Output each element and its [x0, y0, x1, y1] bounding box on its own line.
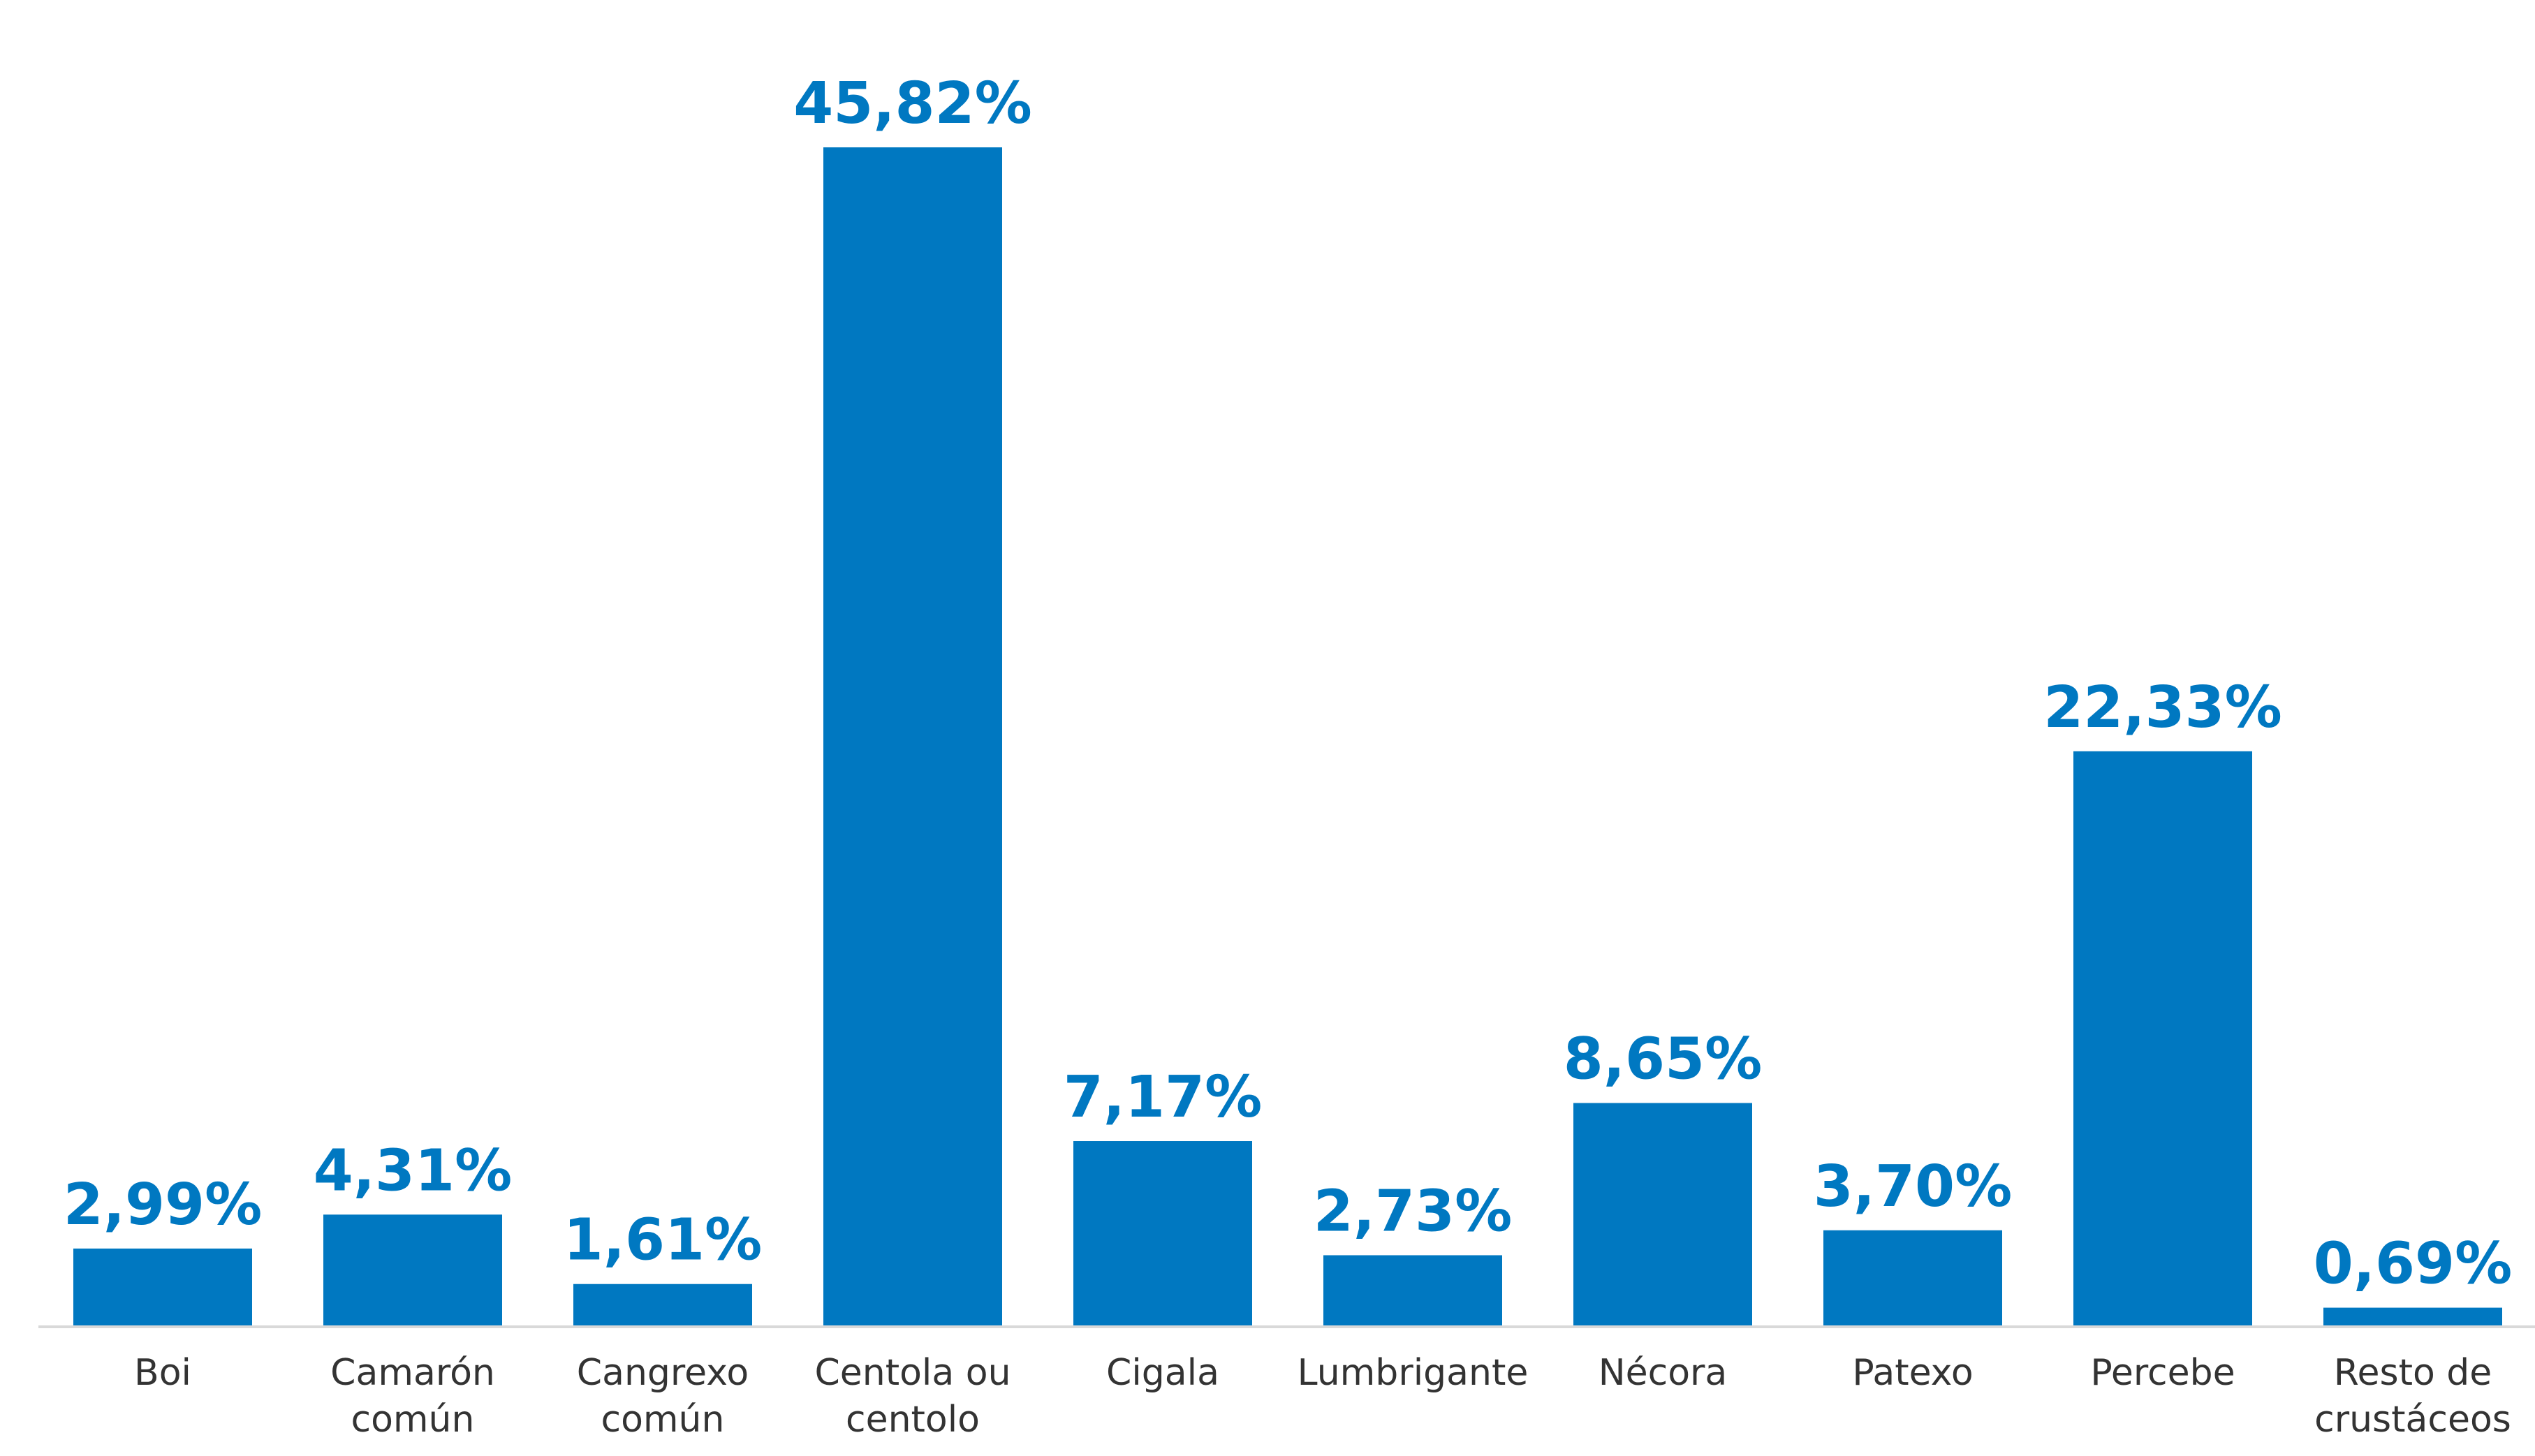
category-labels-layer: Boi Camarón común Cangrexo común Centola ou ce…: [134, 1352, 2511, 1441]
category-label-line: Camarón: [330, 1352, 495, 1394]
category-label-line: Patexo: [1852, 1352, 1973, 1394]
category-label-line: crustáceos: [2314, 1399, 2511, 1441]
category-label-line: centolo: [846, 1399, 980, 1441]
value-labels-layer: 2,99% 4,31% 1,61% 45,82% 7,17% 2,73% 8,65% 3,70…: [64, 71, 2512, 1297]
value-label-8: 22,33%: [2043, 675, 2282, 741]
value-label-6: 8,65%: [1564, 1027, 1762, 1093]
category-label-line: Cigala: [1106, 1352, 1219, 1394]
value-label-7: 3,70%: [1814, 1154, 2012, 1220]
value-label-0: 2,99%: [64, 1172, 262, 1238]
category-label-2: Cangrexo común: [577, 1352, 749, 1441]
category-label-6: Nécora: [1599, 1352, 1728, 1394]
value-label-3: 45,82%: [793, 71, 1032, 137]
bar-1: [323, 1214, 502, 1325]
bar-7: [1823, 1230, 2002, 1325]
bar-3: [823, 147, 1002, 1325]
value-label-1: 4,31%: [314, 1138, 512, 1204]
category-label-line: Boi: [134, 1352, 191, 1394]
category-label-7: Patexo: [1852, 1352, 1973, 1394]
category-label-0: Boi: [134, 1352, 191, 1394]
value-label-5: 2,73%: [1314, 1178, 1512, 1244]
bar-2: [573, 1284, 752, 1325]
category-label-9: Resto de crustáceos: [2314, 1352, 2511, 1441]
category-label-line: Percebe: [2090, 1352, 2235, 1394]
category-label-line: Lumbrigante: [1298, 1352, 1529, 1394]
bar-8: [2073, 751, 2252, 1325]
category-label-line: Resto de: [2334, 1352, 2492, 1394]
category-label-line: común: [351, 1399, 475, 1441]
bars-layer: [73, 147, 2502, 1325]
category-label-line: común: [601, 1399, 725, 1441]
category-label-4: Cigala: [1106, 1352, 1219, 1394]
bar-6: [1573, 1103, 1752, 1325]
category-label-3: Centola ou centolo: [814, 1352, 1011, 1441]
bar-9: [2323, 1307, 2502, 1325]
bar-5: [1323, 1255, 1502, 1325]
bar-4: [1073, 1141, 1252, 1325]
category-label-1: Camarón común: [330, 1352, 495, 1441]
category-label-line: Centola ou: [814, 1352, 1011, 1394]
category-label-line: Nécora: [1599, 1352, 1728, 1394]
value-label-9: 0,69%: [2314, 1231, 2512, 1297]
bar-0: [73, 1248, 252, 1325]
value-label-4: 7,17%: [1064, 1064, 1262, 1131]
category-label-8: Percebe: [2090, 1352, 2235, 1394]
value-label-2: 1,61%: [564, 1207, 762, 1274]
category-label-5: Lumbrigante: [1298, 1352, 1529, 1394]
category-label-line: Cangrexo: [577, 1352, 749, 1394]
